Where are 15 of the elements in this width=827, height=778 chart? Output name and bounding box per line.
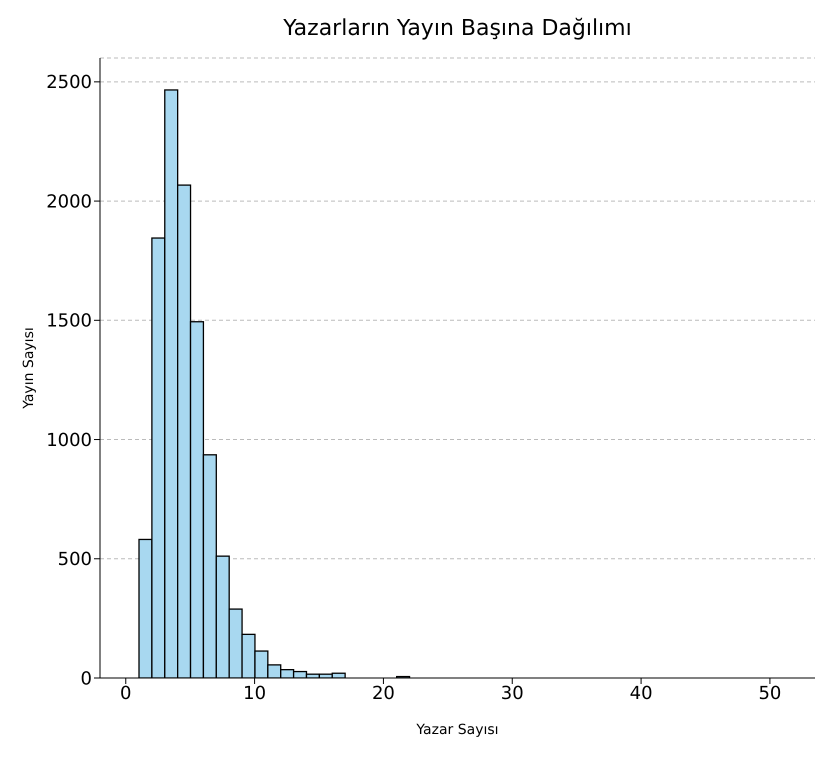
y-tick-label: 1000 (46, 430, 92, 451)
y-tick-label: 2500 (46, 72, 92, 94)
y-axis-title: Yayın Sayısı (20, 327, 37, 410)
chart-title: Yazarların Yayın Başına Dağılımı (282, 16, 633, 41)
x-axis-title: Yazar Sayısı (415, 722, 499, 738)
x-tick-label: 40 (630, 682, 653, 704)
x-tick-label: 50 (758, 682, 782, 704)
x-tick-label: 20 (372, 682, 395, 704)
x-tick-label: 30 (500, 682, 524, 704)
x-tick-label: 10 (243, 682, 266, 704)
y-tick-label: 0 (80, 668, 92, 690)
x-tick-label: 0 (120, 682, 132, 704)
y-tick-label: 500 (58, 549, 92, 570)
y-tick-label: 2000 (46, 191, 92, 212)
y-tick-label: 1500 (46, 310, 92, 332)
